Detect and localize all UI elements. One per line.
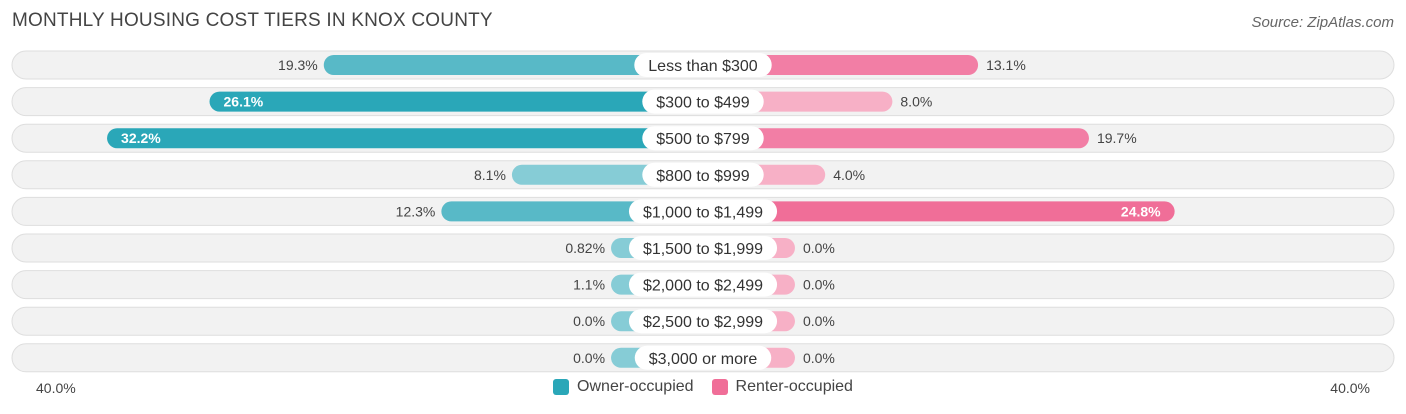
legend-item-renter[interactable]: Renter-occupied — [711, 378, 853, 396]
chart-title: MONTHLY HOUSING COST TIERS IN KNOX COUNT… — [12, 10, 493, 31]
category-pill — [628, 272, 778, 297]
owner-value-label: 8.1% — [474, 167, 506, 183]
renter-value-label: 19.7% — [1097, 130, 1137, 146]
renter-value-label: 24.8% — [1121, 203, 1161, 219]
owner-value-label: 0.0% — [573, 350, 605, 366]
owner-value-label: 0.0% — [573, 313, 605, 329]
category-label: $2,500 to $2,999 — [643, 314, 763, 331]
category-label: Less than $300 — [648, 58, 758, 75]
owner-value-label: 32.2% — [121, 130, 161, 146]
category-label: $1,000 to $1,499 — [643, 204, 763, 221]
category-label: $3,000 or more — [649, 351, 758, 368]
legend-item-owner[interactable]: Owner-occupied — [553, 378, 694, 396]
category-pill — [628, 236, 778, 260]
category-label: $800 to $999 — [656, 168, 750, 185]
category-label: $300 to $499 — [656, 95, 750, 112]
renter-value-label: 0.0% — [803, 240, 835, 256]
renter-value-label: 4.0% — [833, 167, 865, 183]
legend-label-owner: Owner-occupied — [577, 378, 694, 395]
legend-swatch-renter — [711, 379, 728, 395]
category-label: $2,000 to $2,499 — [643, 278, 763, 295]
renter-value-label: 13.1% — [986, 57, 1026, 73]
owner-value-label: 12.3% — [396, 203, 436, 219]
renter-value-label: 0.0% — [803, 313, 835, 329]
category-pill — [642, 162, 764, 187]
renter-bar — [703, 55, 979, 75]
owner-value-label: 0.82% — [565, 240, 605, 256]
owner-value-label: 1.1% — [573, 277, 605, 293]
legend-swatch-owner — [553, 379, 570, 395]
renter-value-label: 0.0% — [803, 350, 835, 366]
owner-value-label: 26.1% — [224, 94, 264, 110]
category-pill — [634, 53, 772, 77]
owner-bar — [323, 55, 703, 75]
owner-bar — [107, 128, 704, 149]
legend-label-renter: Renter-occupied — [735, 378, 853, 395]
owner-bar — [209, 91, 703, 112]
x-axis-min-label: 40.0% — [36, 380, 76, 396]
category-pill — [642, 89, 764, 114]
legend: Owner-occupied Renter-occupied — [0, 378, 1406, 396]
category-pill — [642, 126, 764, 151]
owner-value-label: 19.3% — [278, 57, 318, 73]
category-label: $1,500 to $1,999 — [643, 241, 763, 258]
chart-source: Source: ZipAtlas.com — [1251, 14, 1394, 31]
renter-bar — [703, 201, 1175, 222]
renter-bar — [703, 128, 1089, 149]
category-pill — [628, 199, 778, 224]
renter-value-label: 0.0% — [803, 277, 835, 293]
renter-value-label: 8.0% — [900, 94, 932, 110]
x-axis-max-label: 40.0% — [1330, 380, 1370, 396]
category-pill — [634, 345, 772, 370]
category-label: $500 to $799 — [656, 131, 750, 148]
category-pill — [628, 309, 778, 334]
